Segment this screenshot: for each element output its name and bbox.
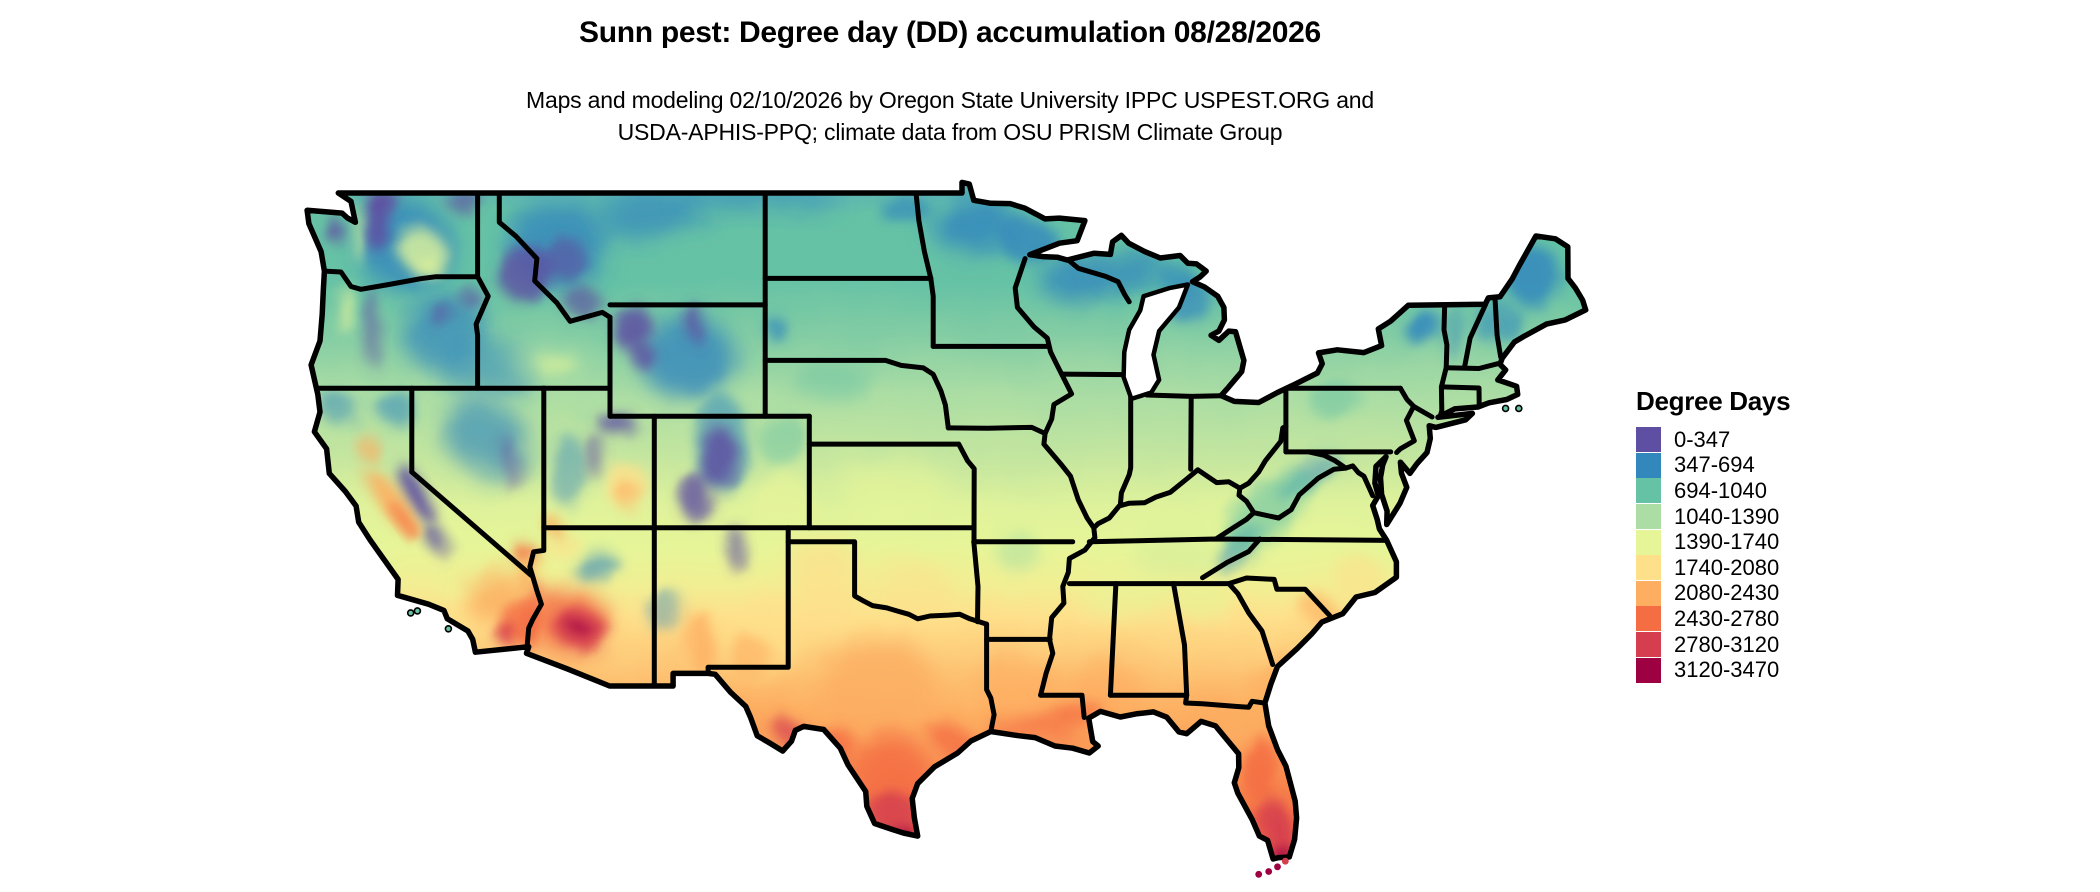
us-degree-day-map bbox=[290, 170, 1610, 890]
legend-swatch bbox=[1636, 529, 1661, 555]
legend-label: 694-1040 bbox=[1674, 477, 1767, 503]
legend-label: 0-347 bbox=[1674, 426, 1731, 452]
legend-swatch bbox=[1636, 504, 1661, 530]
legend-label: 1040-1390 bbox=[1674, 503, 1780, 529]
legend-row: 694-1040 bbox=[1636, 478, 1896, 504]
legend-label: 1390-1740 bbox=[1674, 529, 1780, 555]
legend-row: 1740-2080 bbox=[1636, 555, 1896, 581]
legend-label: 3120-3470 bbox=[1674, 657, 1780, 683]
legend-swatch bbox=[1636, 478, 1661, 504]
legend-swatch bbox=[1636, 452, 1661, 478]
legend: Degree Days 0-347 347-694 694-1040 1040-139… bbox=[1636, 386, 1896, 683]
legend-row: 3120-3470 bbox=[1636, 657, 1896, 683]
legend-row: 1390-1740 bbox=[1636, 529, 1896, 555]
figure-subtitle-line2: USDA-APHIS-PPQ; climate data from OSU PR… bbox=[617, 119, 1283, 145]
figure-title: Sunn pest: Degree day (DD) accumulation … bbox=[579, 16, 1321, 49]
legend-swatch bbox=[1636, 427, 1661, 453]
us-map-svg bbox=[304, 179, 1589, 878]
legend-swatch bbox=[1636, 606, 1661, 632]
legend-label: 2080-2430 bbox=[1674, 580, 1780, 606]
legend-rows: 0-347 347-694 694-1040 1040-1390 1390-1740 17… bbox=[1636, 427, 1896, 683]
figure-subtitle: Maps and modeling 02/10/2026 by Oregon S… bbox=[0, 84, 1900, 148]
legend-swatch bbox=[1636, 555, 1661, 581]
figure-header: Sunn pest: Degree day (DD) accumulation … bbox=[0, 0, 1900, 148]
legend-row: 2430-2780 bbox=[1636, 606, 1896, 632]
legend-row: 0-347 bbox=[1636, 427, 1896, 453]
legend-label: 2430-2780 bbox=[1674, 605, 1780, 631]
legend-swatch bbox=[1636, 657, 1661, 683]
legend-label: 1740-2080 bbox=[1674, 554, 1780, 580]
legend-row: 347-694 bbox=[1636, 452, 1896, 479]
figure-subtitle-line1: Maps and modeling 02/10/2026 by Oregon S… bbox=[526, 87, 1374, 113]
legend-swatch bbox=[1636, 632, 1661, 658]
legend-row: 2080-2430 bbox=[1636, 580, 1896, 607]
legend-label: 347-694 bbox=[1674, 452, 1755, 478]
legend-title: Degree Days bbox=[1636, 386, 1791, 416]
legend-row: 2780-3120 bbox=[1636, 632, 1896, 658]
legend-swatch bbox=[1636, 580, 1661, 606]
legend-label: 2780-3120 bbox=[1674, 631, 1780, 657]
legend-row: 1040-1390 bbox=[1636, 504, 1896, 530]
